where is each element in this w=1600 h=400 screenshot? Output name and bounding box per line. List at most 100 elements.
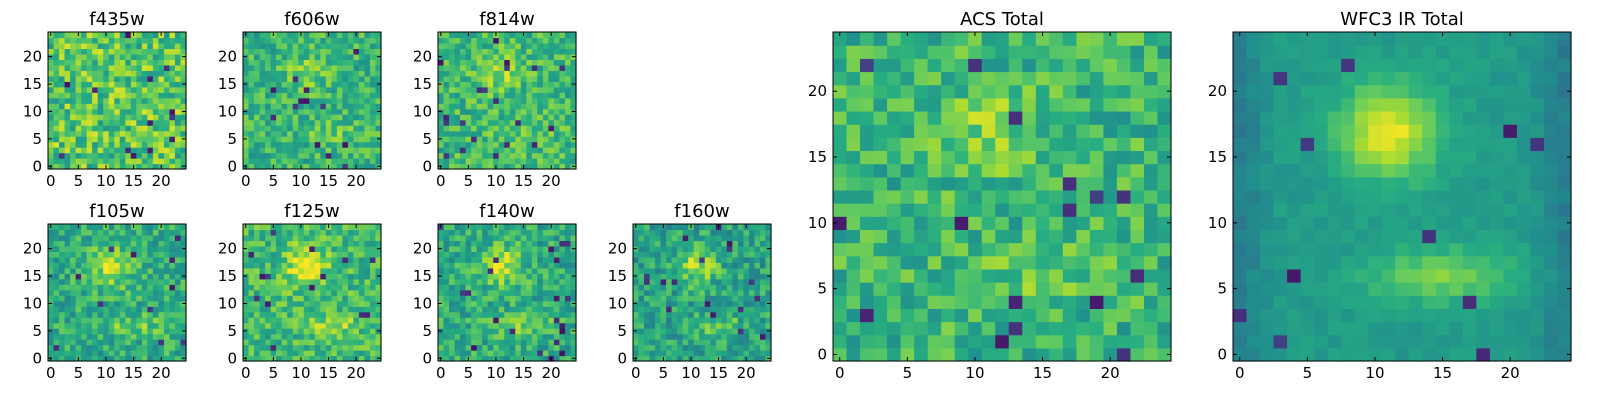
heatmap-cell	[449, 141, 456, 148]
heatmap-cell	[314, 278, 321, 285]
heatmap-cell	[259, 59, 266, 66]
heatmap-cell	[114, 256, 121, 263]
heatmap-cell	[710, 229, 717, 236]
heatmap-cell	[542, 344, 549, 351]
heatmap-cell	[460, 339, 467, 346]
heatmap-cell	[1076, 295, 1091, 309]
heatmap-cell	[655, 322, 662, 329]
heatmap-cell	[1022, 189, 1037, 204]
heatmap-cell	[531, 224, 538, 231]
heatmap-cell	[353, 311, 360, 318]
heatmap-cell	[53, 289, 60, 296]
heatmap-cell	[270, 136, 277, 143]
heatmap-cell	[710, 245, 717, 252]
heatmap-cell	[677, 245, 684, 252]
heatmap-cell	[471, 130, 478, 137]
heatmap-cell	[704, 339, 711, 346]
heatmap-cell	[515, 147, 522, 154]
heatmap-cell	[995, 163, 1010, 178]
heatmap-cell	[509, 317, 516, 324]
heatmap-cell	[638, 240, 645, 247]
heatmap-cell	[941, 203, 956, 217]
heatmap-cell	[548, 317, 555, 324]
heatmap-cell	[526, 224, 533, 231]
heatmap-cell	[570, 278, 577, 285]
heatmap-cell	[358, 64, 366, 71]
heatmap-cell	[715, 251, 722, 258]
heatmap-cell	[248, 130, 255, 137]
heatmap-cell	[1103, 242, 1118, 257]
heatmap-cell	[53, 300, 60, 307]
heatmap-cell	[471, 108, 478, 115]
heatmap-cell	[526, 240, 533, 247]
heatmap-cell	[147, 295, 154, 302]
heatmap-cell	[248, 278, 255, 285]
heatmap-cell	[114, 267, 121, 274]
heatmap-cell	[548, 344, 555, 351]
heatmap-cell	[259, 64, 266, 71]
y-tick-label: 20	[23, 240, 42, 258]
heatmap-cell	[119, 97, 126, 104]
heatmap-cell	[152, 86, 159, 93]
heatmap-cell	[259, 344, 266, 351]
heatmap-cell	[114, 333, 121, 340]
heatmap-cell	[900, 216, 915, 230]
heatmap-cell	[1008, 216, 1023, 230]
heatmap-cell	[281, 273, 288, 280]
heatmap-cell	[303, 53, 310, 60]
heatmap-cell	[303, 350, 310, 357]
heatmap-cell	[721, 240, 728, 247]
heatmap-cell	[482, 267, 489, 274]
heatmap-cell	[358, 147, 366, 154]
heatmap-cell	[548, 92, 555, 99]
heatmap-cell	[86, 311, 93, 318]
heatmap-cell	[358, 355, 366, 362]
heatmap-cell	[158, 256, 165, 263]
heatmap-cell	[449, 108, 456, 115]
heatmap-cell	[180, 147, 187, 154]
heatmap-cell	[454, 278, 461, 285]
heatmap-cell	[369, 86, 377, 93]
heatmap-cell	[243, 262, 250, 269]
heatmap-cell	[320, 350, 327, 357]
heatmap-cell	[331, 245, 338, 252]
heatmap-cell	[59, 81, 66, 88]
heatmap-cell	[163, 245, 171, 252]
heatmap-cell	[331, 92, 338, 99]
heatmap-cell	[449, 158, 456, 165]
heatmap-cell	[254, 147, 261, 154]
y-tick-label: 20	[218, 240, 237, 258]
heatmap-cell	[743, 284, 750, 291]
heatmap-cell	[281, 152, 288, 159]
heatmap-cell	[699, 278, 706, 285]
heatmap-cell	[476, 234, 483, 242]
heatmap-cell	[70, 306, 77, 313]
heatmap-cell	[342, 344, 349, 351]
heatmap-cell	[53, 284, 60, 291]
heatmap-cell	[498, 114, 505, 121]
heatmap-cell	[526, 251, 533, 258]
heatmap-cell	[443, 328, 450, 335]
heatmap-cell	[504, 108, 511, 115]
heatmap-cell	[130, 64, 137, 71]
heatmap-cell	[180, 141, 187, 148]
heatmap-cell	[443, 273, 450, 280]
heatmap-cell	[644, 256, 651, 263]
heatmap-cell	[460, 163, 467, 170]
heatmap-cell	[147, 103, 154, 110]
heatmap-cell	[141, 64, 148, 71]
heatmap-cell	[97, 70, 104, 77]
heatmap-cell	[759, 284, 767, 291]
heatmap-cell	[292, 163, 299, 170]
heatmap-cell	[336, 86, 343, 93]
heatmap-cell	[559, 130, 566, 137]
heatmap-cell	[59, 103, 66, 110]
heatmap-cell	[292, 245, 299, 252]
heatmap-cell	[141, 152, 148, 159]
heatmap-cell	[108, 328, 115, 335]
heatmap-cell	[75, 306, 82, 313]
heatmap-cell	[130, 262, 137, 269]
heatmap-cell	[81, 125, 88, 132]
heatmap-cell	[860, 163, 875, 178]
heatmap-cell	[449, 273, 456, 280]
